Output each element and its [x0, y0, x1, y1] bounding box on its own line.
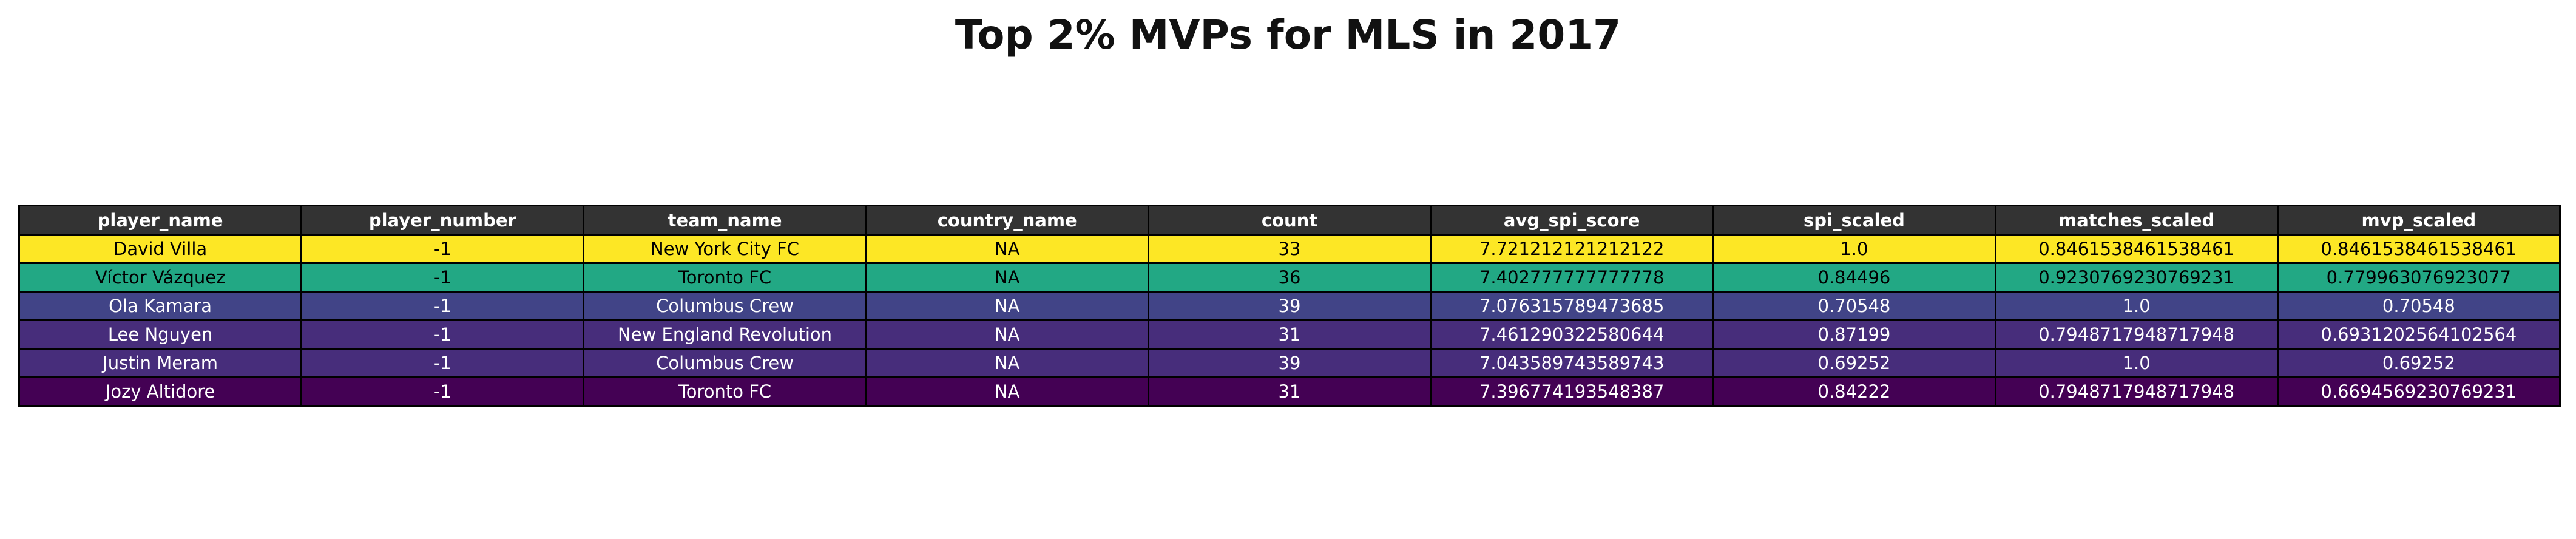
table-row: Víctor Vázquez -1 Toronto FC NA 36 7.40277777… [18, 262, 2561, 293]
cell-avg-spi-score: 7.396774193548387 [1430, 376, 1714, 407]
cell-count: 36 [1147, 262, 1432, 293]
column-header-player-name: player_name [18, 205, 303, 236]
cell-count: 31 [1147, 376, 1432, 407]
column-header-country-name: country_name [865, 205, 1149, 236]
cell-count: 39 [1147, 348, 1432, 378]
cell-player-name: David Villa [18, 234, 303, 264]
cell-team-name: Columbus Crew [583, 291, 867, 321]
column-header-count: count [1147, 205, 1432, 236]
table-row: David Villa -1 New York City FC NA 33 7.72121… [18, 234, 2561, 264]
cell-country-name: NA [865, 234, 1149, 264]
column-header-team-name: team_name [583, 205, 867, 236]
cell-matches-scaled: 1.0 [1994, 291, 2279, 321]
chart-title: Top 2% MVPs for MLS in 2017 [955, 12, 1621, 58]
cell-spi-scaled: 0.84496 [1712, 262, 1996, 293]
cell-mvp-scaled: 0.6931202564102564 [2276, 319, 2561, 350]
cell-country-name: NA [865, 262, 1149, 293]
cell-player-name: Ola Kamara [18, 291, 303, 321]
cell-team-name: Toronto FC [583, 376, 867, 407]
table-row: Ola Kamara -1 Columbus Crew NA 39 7.076315789… [18, 291, 2561, 321]
cell-spi-scaled: 0.69252 [1712, 348, 1996, 378]
cell-count: 39 [1147, 291, 1432, 321]
cell-player-name: Víctor Vázquez [18, 262, 303, 293]
cell-country-name: NA [865, 291, 1149, 321]
cell-team-name: Toronto FC [583, 262, 867, 293]
cell-player-number: -1 [300, 291, 585, 321]
cell-matches-scaled: 0.8461538461538461 [1994, 234, 2279, 264]
table-row: Jozy Altidore -1 Toronto FC NA 31 7.396774193… [18, 376, 2561, 407]
cell-player-number: -1 [300, 348, 585, 378]
cell-player-number: -1 [300, 376, 585, 407]
cell-avg-spi-score: 7.043589743589743 [1430, 348, 1714, 378]
cell-avg-spi-score: 7.402777777777778 [1430, 262, 1714, 293]
column-header-mvp-scaled: mvp_scaled [2276, 205, 2561, 236]
table-row: Lee Nguyen -1 New England Revolution NA 31 7.… [18, 319, 2561, 350]
cell-mvp-scaled: 0.6694569230769231 [2276, 376, 2561, 407]
cell-mvp-scaled: 0.70548 [2276, 291, 2561, 321]
cell-team-name: Columbus Crew [583, 348, 867, 378]
column-header-spi-scaled: spi_scaled [1712, 205, 1996, 236]
cell-player-name: Justin Meram [18, 348, 303, 378]
column-header-avg-spi-score: avg_spi_score [1430, 205, 1714, 236]
cell-spi-scaled: 0.70548 [1712, 291, 1996, 321]
cell-team-name: New York City FC [583, 234, 867, 264]
cell-matches-scaled: 0.9230769230769231 [1994, 262, 2279, 293]
column-header-matches-scaled: matches_scaled [1994, 205, 2279, 236]
cell-player-name: Lee Nguyen [18, 319, 303, 350]
cell-avg-spi-score: 7.721212121212122 [1430, 234, 1714, 264]
cell-spi-scaled: 0.87199 [1712, 319, 1996, 350]
table-row: Justin Meram -1 Columbus Crew NA 39 7.0435897… [18, 348, 2561, 378]
cell-avg-spi-score: 7.461290322580644 [1430, 319, 1714, 350]
table-body: David Villa -1 New York City FC NA 33 7.72121… [18, 234, 2561, 407]
cell-spi-scaled: 1.0 [1712, 234, 1996, 264]
cell-matches-scaled: 0.7948717948717948 [1994, 376, 2279, 407]
cell-player-name: Jozy Altidore [18, 376, 303, 407]
cell-matches-scaled: 1.0 [1994, 348, 2279, 378]
cell-country-name: NA [865, 376, 1149, 407]
cell-matches-scaled: 0.7948717948717948 [1994, 319, 2279, 350]
cell-player-number: -1 [300, 319, 585, 350]
mvp-table: player_name player_number team_name country… [18, 205, 2561, 407]
cell-spi-scaled: 0.84222 [1712, 376, 1996, 407]
cell-count: 31 [1147, 319, 1432, 350]
cell-count: 33 [1147, 234, 1432, 264]
cell-player-number: -1 [300, 234, 585, 264]
cell-mvp-scaled: 0.69252 [2276, 348, 2561, 378]
cell-country-name: NA [865, 348, 1149, 378]
cell-avg-spi-score: 7.076315789473685 [1430, 291, 1714, 321]
cell-player-number: -1 [300, 262, 585, 293]
column-header-player-number: player_number [300, 205, 585, 236]
cell-team-name: New England Revolution [583, 319, 867, 350]
cell-country-name: NA [865, 319, 1149, 350]
table-header-row: player_name player_number team_name country… [18, 205, 2561, 236]
cell-mvp-scaled: 0.779963076923077 [2276, 262, 2561, 293]
cell-mvp-scaled: 0.8461538461538461 [2276, 234, 2561, 264]
